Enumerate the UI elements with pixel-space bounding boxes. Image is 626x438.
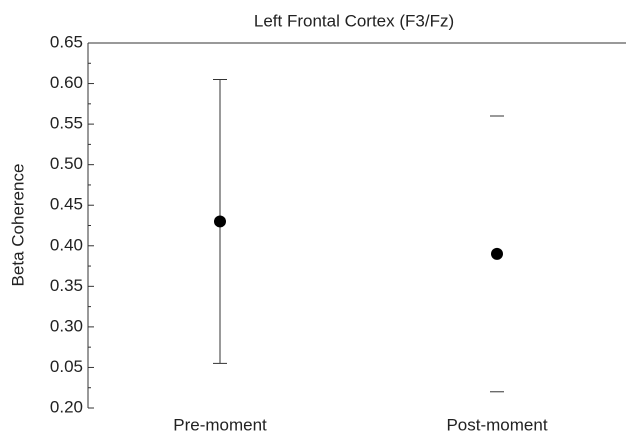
y-tick-label: 0.45 (50, 195, 83, 214)
y-tick-label: 0.30 (50, 316, 83, 335)
y-tick-label: 0.65 (50, 32, 83, 51)
y-axis-label: Beta Coherence (8, 164, 27, 287)
x-tick-label: Pre-moment (173, 415, 267, 434)
point (491, 247, 503, 260)
y-tick-label: 0.05 (50, 357, 83, 376)
y-tick-label: 0.60 (50, 73, 83, 92)
chart-title: Left Frontal Cortex (F3/Fz) (254, 11, 454, 30)
y-tick-label: 0.20 (50, 397, 83, 416)
y-tick-label: 0.55 (50, 114, 83, 133)
x-tick-label: Post-moment (446, 415, 547, 434)
y-tick-label: 0.35 (50, 276, 83, 295)
y-tick-label: 0.40 (50, 235, 83, 254)
y-tick-label: 0.50 (50, 154, 83, 173)
point (214, 215, 226, 228)
